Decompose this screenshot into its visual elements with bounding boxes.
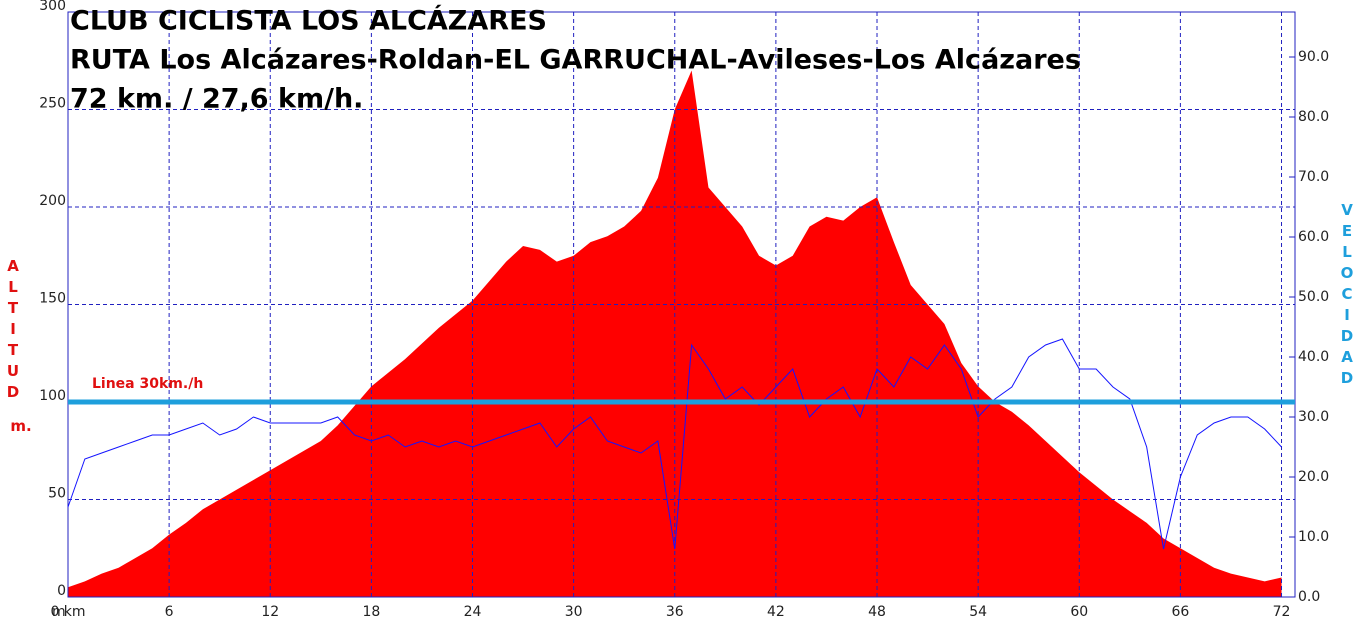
y2-tick-label: 50.0 bbox=[1298, 289, 1329, 305]
chart-title: 72 km. / 27,6 km/h. bbox=[70, 84, 363, 115]
x-tick-label: 18 bbox=[362, 604, 380, 620]
y-tick-label: 150 bbox=[39, 291, 66, 307]
y2-tick-label: 0.0 bbox=[1298, 589, 1320, 605]
x-tick-label: 72 bbox=[1273, 604, 1291, 620]
x-tick-label: 42 bbox=[767, 604, 785, 620]
y-axis-unit: m. bbox=[10, 417, 32, 435]
x-tick-label: 54 bbox=[969, 604, 987, 620]
x-tick-label: 6 bbox=[165, 604, 174, 620]
chart-title: CLUB CICLISTA LOS ALCÁZARES bbox=[70, 5, 547, 37]
y-tick-label: 200 bbox=[39, 193, 66, 209]
y-tick-label: 100 bbox=[39, 388, 66, 404]
y2-tick-label: 10.0 bbox=[1298, 529, 1329, 545]
x-tick-label: 24 bbox=[464, 604, 482, 620]
plot-frame bbox=[67, 11, 1296, 598]
y-tick-label: 250 bbox=[39, 96, 66, 112]
x-tick-label: 48 bbox=[868, 604, 886, 620]
y2-tick-label: 30.0 bbox=[1298, 409, 1329, 425]
y-tick-label: 0 bbox=[57, 583, 66, 599]
x-tick-label: 66 bbox=[1171, 604, 1189, 620]
y2-tick-label: 90.0 bbox=[1298, 49, 1329, 65]
y-axis-label: ALTITUD bbox=[6, 257, 20, 401]
x-tick-label: 12 bbox=[261, 604, 279, 620]
speed-line bbox=[67, 338, 1282, 550]
y2-tick-label: 70.0 bbox=[1298, 169, 1329, 185]
y2-axis-label: VELOCIDAD bbox=[1340, 201, 1354, 387]
x-tick-label: 36 bbox=[666, 604, 684, 620]
chart-title: RUTA Los Alcázares-Roldan-EL GARRUCHAL-A… bbox=[70, 45, 1081, 76]
y2-tick-label: 40.0 bbox=[1298, 349, 1329, 365]
x-tick-label: 30 bbox=[565, 604, 583, 620]
y-tick-label: 300 bbox=[39, 0, 66, 14]
reference-label: Linea 30km./h bbox=[92, 376, 203, 392]
y2-tick-label: 20.0 bbox=[1298, 469, 1329, 485]
origin-label: m bbox=[52, 604, 66, 620]
y2-tick-label: 60.0 bbox=[1298, 229, 1329, 245]
y-tick-label: 50 bbox=[48, 486, 66, 502]
altitude-area bbox=[68, 70, 1282, 597]
x-tick-label: 0 km bbox=[50, 604, 85, 620]
x-tick-label: 60 bbox=[1070, 604, 1088, 620]
y2-tick-label: 80.0 bbox=[1298, 109, 1329, 125]
